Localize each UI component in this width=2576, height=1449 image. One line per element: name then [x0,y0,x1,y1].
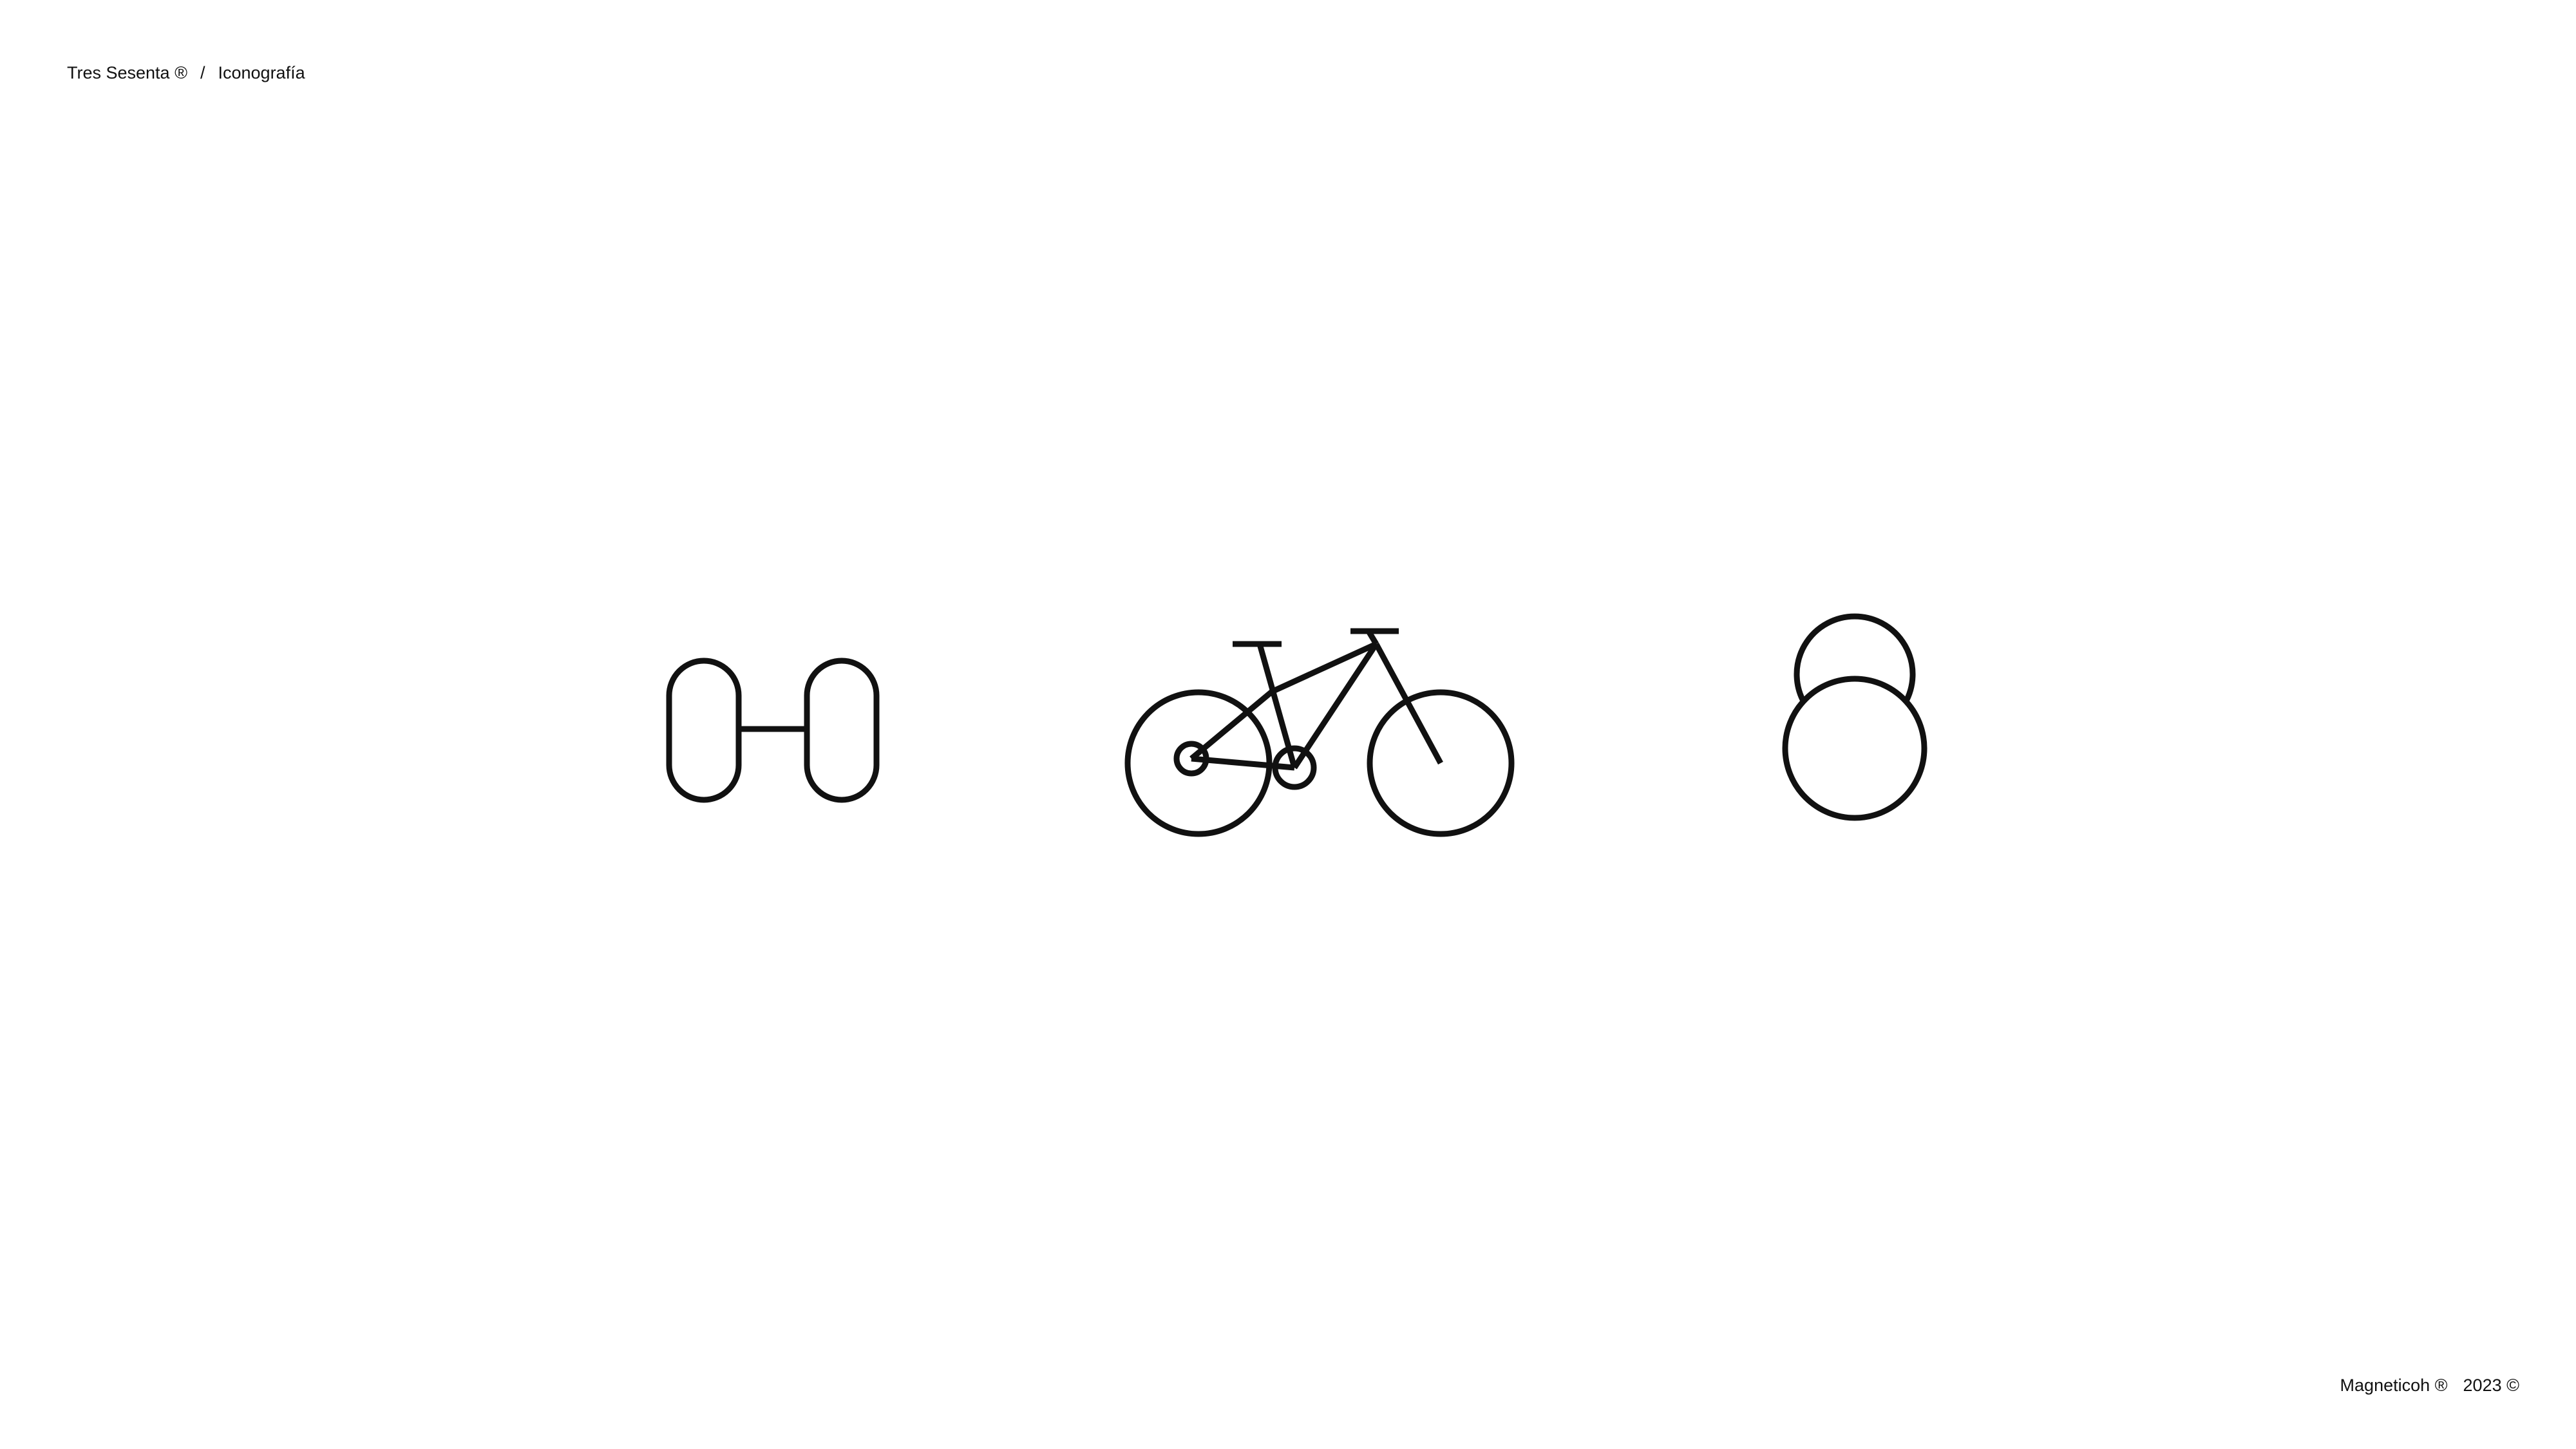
dumbbell-icon [666,658,880,803]
footer-brand: Magneticoh ® [2340,1376,2448,1395]
bicycle-icon [1124,628,1515,837]
breadcrumb-section: Iconografía [218,63,305,82]
breadcrumb-brand: Tres Sesenta ® [67,63,187,82]
footer-year: 2023 © [2463,1376,2519,1395]
footer: Magneticoh ® 2023 © [2340,1374,2519,1396]
breadcrumb: Tres Sesenta ® / Iconografía [67,62,305,84]
kettlebell-icon [1782,613,1927,821]
breadcrumb-separator: / [200,63,205,82]
